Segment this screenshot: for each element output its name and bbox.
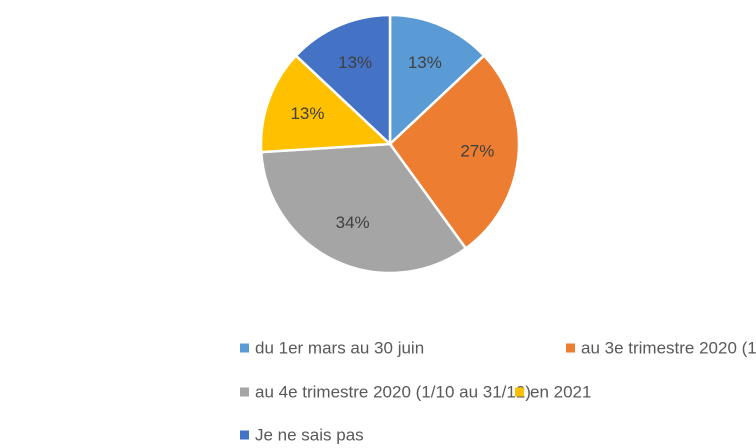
legend-swatch [240, 430, 249, 440]
legend-swatch [515, 387, 524, 397]
data-label: 27% [460, 142, 494, 161]
data-label: 13% [408, 53, 442, 72]
legend-label: au 4e trimestre 2020 (1/10 au 31/12) [255, 382, 531, 401]
legend-label: Je ne sais pas [255, 425, 364, 444]
data-label: 13% [338, 53, 372, 72]
legend-label: du 1er mars au 30 juin [255, 338, 424, 357]
pie-slice [259, 142, 468, 275]
data-label: 34% [336, 213, 370, 232]
pie-slice [294, 13, 392, 147]
legend-label: au 3e trimestre 2020 (1/7 au 30/9) [581, 338, 756, 357]
legend-swatch [566, 343, 575, 353]
legend-swatch [240, 387, 249, 397]
pie-slice [388, 13, 486, 147]
legend-label: en 2021 [530, 382, 591, 401]
pie-slice [388, 53, 521, 251]
data-label: 13% [290, 104, 324, 123]
legend-swatch [240, 343, 249, 353]
pie-slice [259, 53, 393, 154]
